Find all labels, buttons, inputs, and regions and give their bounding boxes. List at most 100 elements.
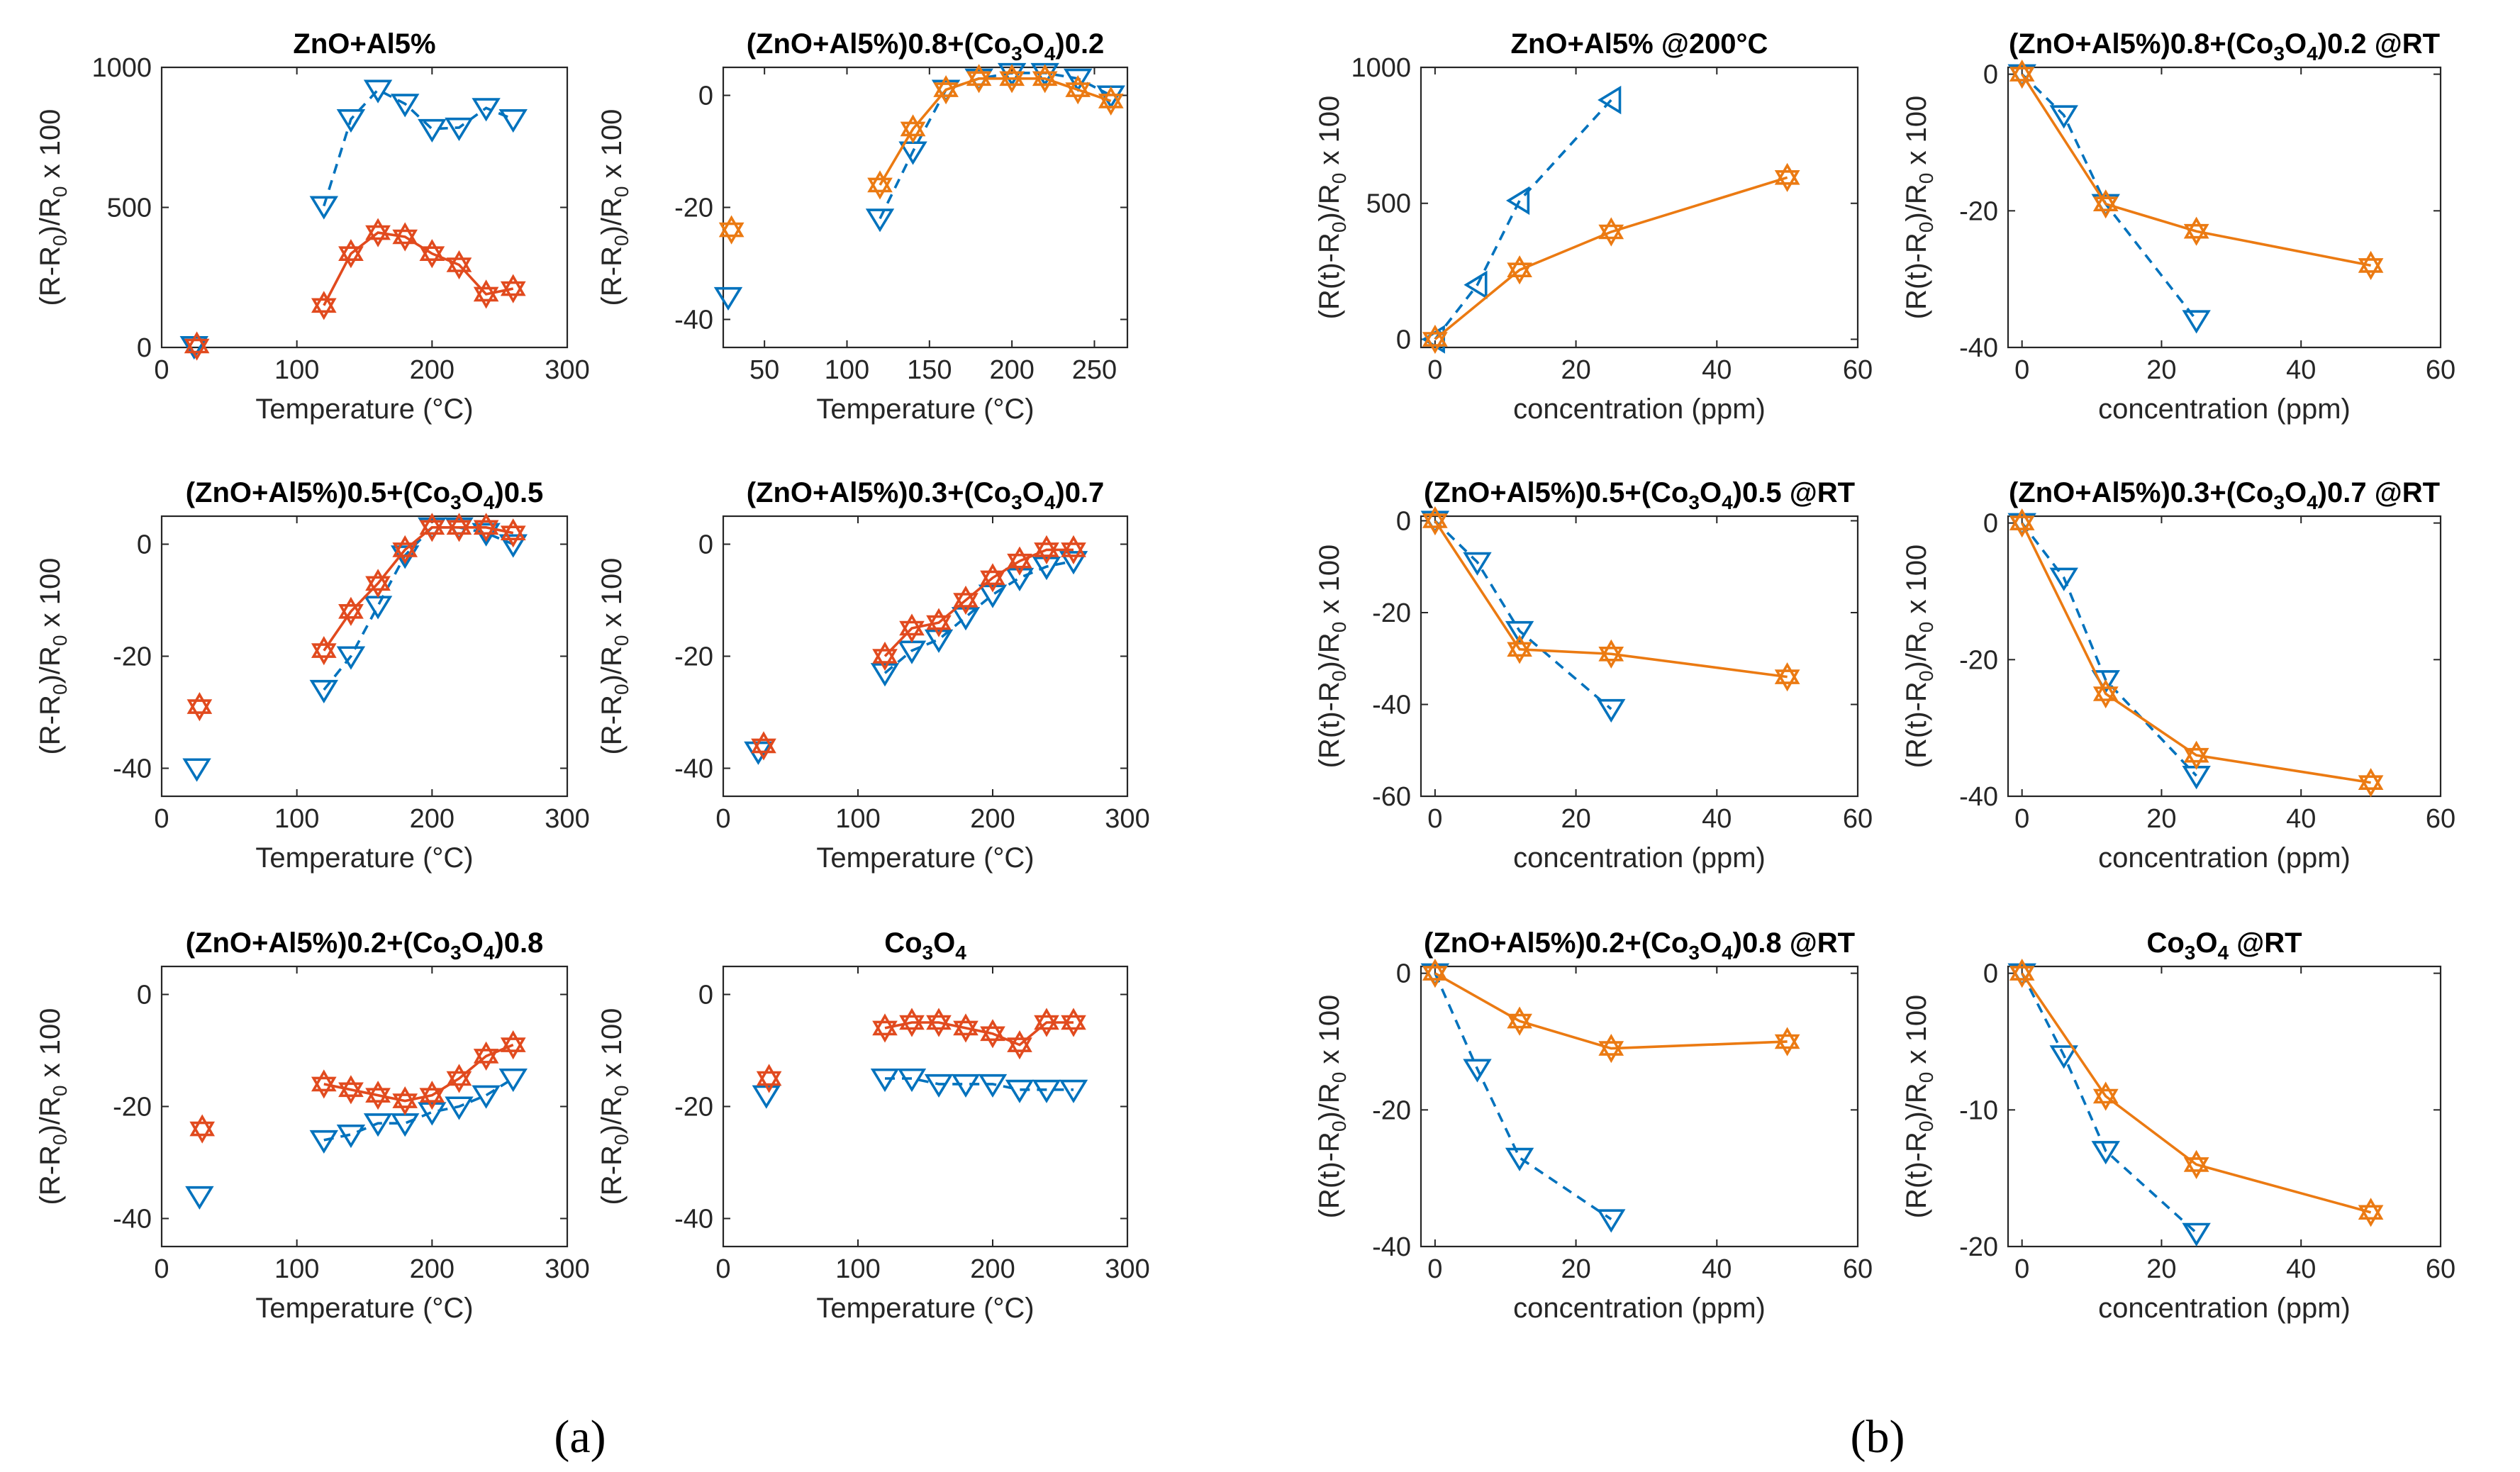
data-point-blue-a6 bbox=[978, 1074, 1008, 1098]
data-point-blue-a5 bbox=[309, 1130, 339, 1154]
data-point-blue-a1 bbox=[363, 79, 393, 104]
x-axis-label-a6: Temperature (°C) bbox=[816, 1293, 1034, 1324]
data-point-orange-a1 bbox=[500, 274, 526, 303]
data-point-orange-b6 bbox=[2009, 958, 2035, 988]
y-axis-label-b1: (R(t)-R0)/R0 x 100 bbox=[1314, 96, 1350, 320]
x-tick-label-b3: 40 bbox=[1702, 804, 1732, 834]
series-line-blue-a1 bbox=[323, 88, 514, 207]
y-tick-label-a2: 0 bbox=[698, 82, 713, 111]
x-tick-label-b1: 60 bbox=[1843, 355, 1873, 385]
data-point-blue-b4 bbox=[2049, 567, 2078, 591]
x-tick-label-a1: 200 bbox=[410, 355, 455, 385]
data-point-blue-b3 bbox=[1505, 620, 1534, 645]
x-tick-label-a6: 0 bbox=[715, 1254, 730, 1284]
x-tick-label-b6: 0 bbox=[2014, 1254, 2029, 1284]
data-point-orange-a3 bbox=[338, 596, 364, 626]
x-tick-label-a6: 200 bbox=[970, 1254, 1015, 1284]
panel-label-b: (b) bbox=[1851, 1411, 1905, 1463]
x-axis-label-b6: concentration (ppm) bbox=[2098, 1293, 2351, 1324]
data-point-blue-a3 bbox=[336, 646, 366, 670]
x-tick-label-b4: 60 bbox=[2426, 804, 2455, 834]
data-point-orange-a3 bbox=[419, 513, 445, 542]
series-line-blue-b6 bbox=[2021, 972, 2197, 1234]
x-axis-label-b1: concentration (ppm) bbox=[1513, 394, 1766, 425]
chart-b5: 0 20 40 60 -40 -20 0 concentration (ppm) (R(t)-R… bbox=[1314, 927, 1873, 1324]
x-tick-label-a3: 300 bbox=[545, 804, 589, 834]
x-tick-label-b1: 20 bbox=[1561, 355, 1590, 385]
x-tick-label-b3: 60 bbox=[1843, 804, 1873, 834]
y-tick-label-a4: -20 bbox=[674, 642, 713, 672]
data-point-blue-a6 bbox=[951, 1074, 981, 1098]
data-point-orange-a2 bbox=[1098, 86, 1124, 116]
data-point-blue-a1 bbox=[445, 117, 474, 142]
data-point-orange-a3 bbox=[392, 535, 418, 565]
axes-box-b5 bbox=[1420, 965, 1859, 1248]
data-point-orange-b2 bbox=[2183, 216, 2209, 246]
data-point-orange-a2 bbox=[1065, 74, 1091, 105]
y-axis-label-a2: (R-R0)/R0 x 100 bbox=[596, 109, 632, 306]
y-axis-label-a6: (R-R0)/R0 x 100 bbox=[596, 1008, 632, 1205]
data-point-orange-a4 bbox=[980, 563, 1005, 593]
chart-title-b3: (ZnO+Al5%)0.5+(Co3O4)0.5 @RT bbox=[1424, 477, 1855, 513]
data-point-blue-a4 bbox=[1032, 557, 1061, 581]
x-tick-label-a6: 100 bbox=[835, 1254, 880, 1284]
chart-b6: 0 20 40 60 -20 -10 0 concentration (ppm) (R(t)-R… bbox=[1901, 927, 2455, 1324]
data-point-orange-b1 bbox=[1422, 324, 1448, 355]
data-point-blue-a5 bbox=[336, 1124, 366, 1149]
data-point-isolated-orange-a2 bbox=[718, 215, 745, 245]
y-tick-label-b1: 500 bbox=[1366, 189, 1411, 219]
data-point-orange-a2 bbox=[900, 114, 926, 144]
data-point-isolated-orange-a6 bbox=[756, 1064, 782, 1093]
data-point-isolated-blue-a5 bbox=[185, 1186, 214, 1210]
x-tick-label-a4: 100 bbox=[835, 804, 880, 834]
x-tick-label-b5: 0 bbox=[1427, 1254, 1442, 1284]
data-point-isolated-orange-a1 bbox=[184, 331, 210, 361]
chart-b1: 0 20 40 60 0 500 1000 concentration (ppm) (R(t)-… bbox=[1314, 28, 1873, 425]
data-point-orange-a6 bbox=[1034, 1008, 1059, 1037]
x-tick-label-a4: 300 bbox=[1105, 804, 1149, 834]
chart-title-a6: Co3O4 bbox=[884, 927, 966, 964]
data-point-orange-b4 bbox=[2358, 768, 2384, 798]
y-tick-label-b1: 1000 bbox=[1351, 53, 1411, 83]
data-point-orange-b3 bbox=[1422, 506, 1448, 536]
data-point-blue-b1 bbox=[1464, 270, 1488, 300]
y-tick-label-b4: 0 bbox=[1983, 509, 1998, 539]
data-point-blue-a4 bbox=[924, 629, 954, 653]
y-tick-label-b4: -20 bbox=[1959, 645, 1998, 675]
data-point-orange-b3 bbox=[1774, 662, 1800, 692]
chart-title-b5: (ZnO+Al5%)0.2+(Co3O4)0.8 @RT bbox=[1424, 927, 1855, 964]
x-axis-label-a3: Temperature (°C) bbox=[255, 842, 473, 874]
data-point-blue-a5 bbox=[498, 1068, 528, 1093]
data-point-orange-a5 bbox=[446, 1064, 472, 1093]
data-point-isolated-blue-a2 bbox=[713, 286, 743, 311]
x-tick-label-a1: 100 bbox=[274, 355, 319, 385]
y-tick-label-b1: 0 bbox=[1396, 325, 1411, 355]
y-tick-label-b3: -20 bbox=[1372, 598, 1411, 628]
series-line-orange-b6 bbox=[2021, 972, 2372, 1214]
x-tick-label-a2: 200 bbox=[989, 355, 1034, 385]
chart-title-a3: (ZnO+Al5%)0.5+(Co3O4)0.5 bbox=[186, 477, 544, 513]
y-tick-label-b4: -40 bbox=[1959, 782, 1998, 812]
data-point-orange-b5 bbox=[1422, 959, 1448, 988]
data-point-blue-a5 bbox=[445, 1096, 474, 1120]
data-point-orange-a1 bbox=[392, 222, 418, 252]
x-tick-label-a5: 100 bbox=[274, 1254, 319, 1284]
data-point-orange-a3 bbox=[500, 518, 526, 548]
x-tick-label-a2: 150 bbox=[907, 355, 952, 385]
data-point-orange-b1 bbox=[1774, 162, 1800, 192]
axes-box-b6 bbox=[2007, 965, 2442, 1248]
y-tick-label-b6: -20 bbox=[1959, 1232, 1998, 1262]
series-line-blue-b5 bbox=[1434, 972, 1612, 1220]
x-tick-label-b5: 40 bbox=[1702, 1254, 1732, 1284]
x-tick-label-b5: 20 bbox=[1561, 1254, 1590, 1284]
x-tick-label-a5: 200 bbox=[410, 1254, 455, 1284]
data-point-orange-a6 bbox=[926, 1008, 952, 1037]
y-tick-label-b2: -20 bbox=[1959, 196, 1998, 226]
data-point-isolated-orange-a5 bbox=[189, 1114, 216, 1144]
x-tick-label-b6: 40 bbox=[2286, 1254, 2316, 1284]
data-point-blue-b6 bbox=[2049, 1045, 2078, 1069]
data-point-isolated-orange-a3 bbox=[186, 691, 213, 722]
x-tick-label-a2: 250 bbox=[1072, 355, 1117, 385]
y-tick-label-b2: -40 bbox=[1959, 333, 1998, 363]
data-point-orange-b4 bbox=[2009, 508, 2035, 538]
